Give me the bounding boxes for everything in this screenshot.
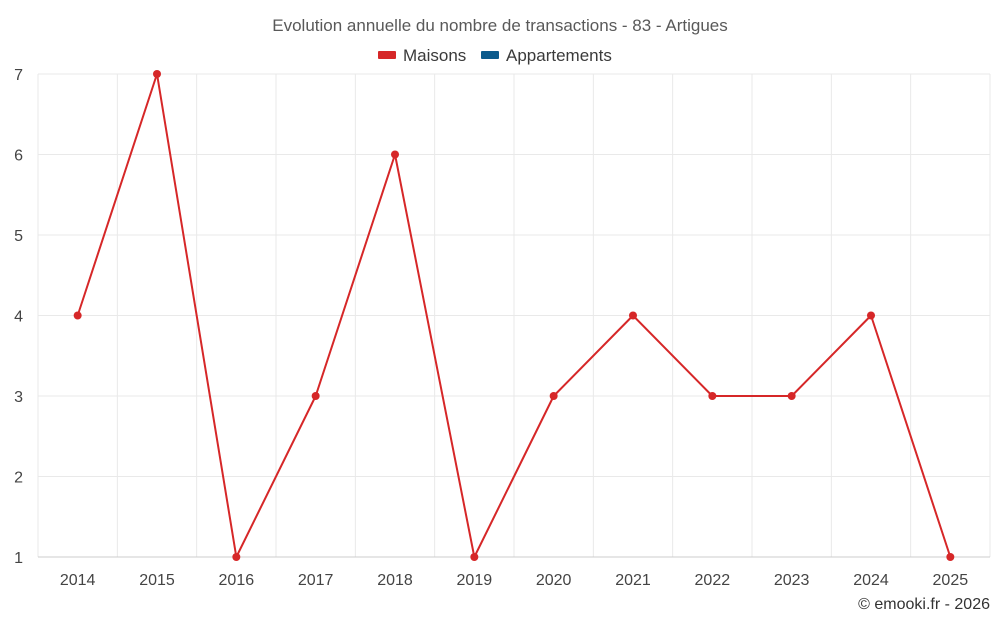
x-tick-label: 2016 [219, 572, 255, 589]
legend-label-maisons: Maisons [403, 46, 466, 65]
data-point [153, 70, 161, 78]
x-tick-label: 2023 [774, 572, 810, 589]
x-tick-label: 2019 [457, 572, 493, 589]
credit: © emooki.fr - 2026 [858, 596, 990, 613]
x-tick-label: 2014 [60, 572, 96, 589]
data-point [73, 311, 82, 320]
x-tick-label: 2022 [695, 572, 731, 589]
data-point [232, 553, 241, 561]
data-point [867, 311, 875, 320]
data-point [549, 392, 558, 400]
x-tick-label: 2020 [536, 572, 572, 589]
legend-label-appartements: Appartements [506, 46, 612, 65]
x-tick-label: 2024 [853, 572, 889, 589]
data-point [470, 553, 479, 561]
y-tick-label: 4 [14, 309, 23, 326]
y-tick-label: 3 [14, 389, 23, 406]
data-point [787, 392, 796, 400]
data-point [629, 311, 637, 320]
legend-swatch-appartements [481, 51, 499, 59]
y-tick-label: 7 [14, 67, 23, 84]
data-point [946, 553, 955, 561]
legend-swatch-maisons [378, 51, 396, 59]
x-tick-label: 2018 [377, 572, 413, 589]
y-tick-label: 6 [14, 148, 23, 165]
legend: Maisons Appartements [378, 46, 612, 65]
y-tick-label: 2 [14, 470, 23, 487]
x-tick-label: 2015 [139, 572, 175, 589]
x-tick-label: 2025 [933, 572, 969, 589]
data-point [708, 392, 717, 400]
axes: 1 2 3 4 5 6 7 2014 2015 2016 2017 2018 2019 2020 2021 2… [14, 67, 990, 589]
data-point [311, 392, 320, 400]
series-layer [73, 70, 955, 561]
y-tick-label: 1 [14, 550, 23, 567]
series-line-maisons [76, 73, 952, 558]
legend-item-maisons[interactable]: Maisons [378, 46, 466, 65]
chart-title: Evolution annuelle du nombre de transact… [272, 16, 728, 35]
legend-item-appartements[interactable]: Appartements [481, 46, 612, 65]
x-tick-label: 2017 [298, 572, 334, 589]
grid [37, 73, 991, 558]
data-point [391, 150, 399, 159]
x-tick-label: 2021 [615, 572, 651, 589]
y-tick-label: 5 [14, 228, 23, 245]
